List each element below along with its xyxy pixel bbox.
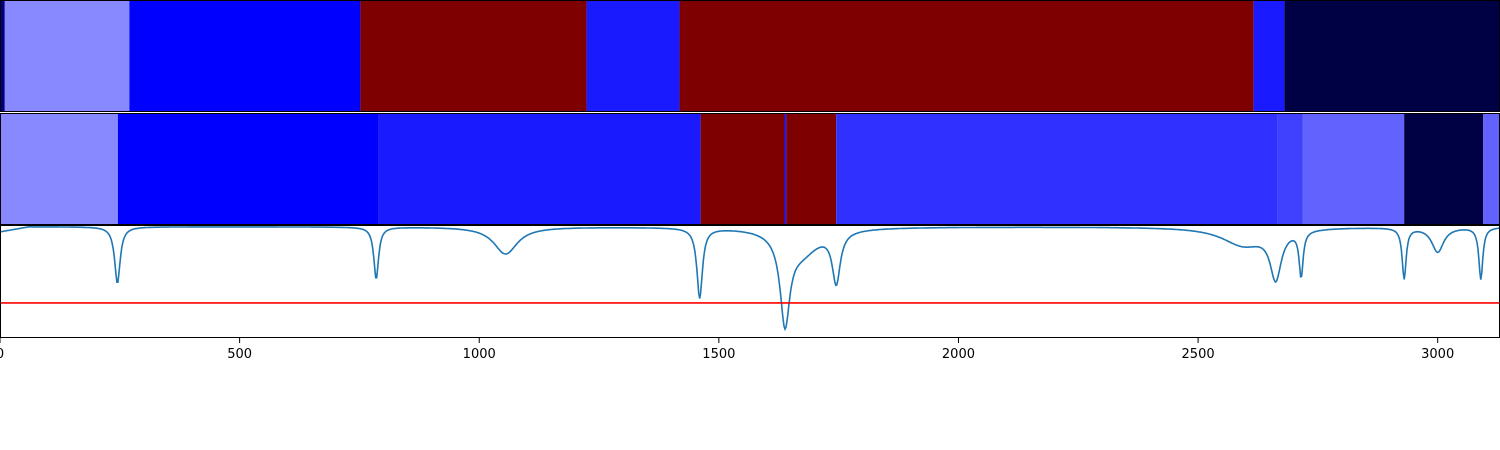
band-1-segment-3 [129,0,361,112]
band-1-segment-4 [360,0,587,112]
x-tick-label-3000: 3000 [1421,347,1454,362]
band-2-segment-5 [784,113,787,225]
band-1-segment-1 [0,0,5,112]
band-2-segment-4 [700,113,785,225]
signal-panel [0,225,1500,338]
band-2-segment-8 [1277,113,1303,225]
band-1-segment-7 [1253,0,1285,112]
band-2-segment-7 [836,113,1278,225]
band-2-segment-10 [1404,113,1484,225]
band-1-segment-5 [586,0,680,112]
band-2-segment-1 [0,113,118,225]
x-tick-label-1500: 1500 [702,347,735,362]
signal-series-line [0,226,1500,332]
band-2-segment-3 [378,113,701,225]
band-2-segment-2 [117,113,379,225]
band-2-segment-6 [786,113,837,225]
x-tick-label-500: 500 [227,347,252,362]
band-1-segment-6 [679,0,1254,112]
x-tick-label-1000: 1000 [463,347,496,362]
x-tick-label-0: 0 [0,347,4,362]
heatmap-band-1 [0,0,1500,112]
heatmap-band-2 [0,113,1500,225]
band-2-segment-9 [1302,113,1405,225]
x-tick-label-2500: 2500 [1182,347,1215,362]
x-tick-label-2000: 2000 [942,347,975,362]
band-2-segment-11 [1483,113,1500,225]
band-1-segment-2 [4,0,130,112]
band-1-segment-8 [1284,0,1500,112]
x-axis: 0 500 1000 1500 2000 2500 3000 [0,338,1454,362]
